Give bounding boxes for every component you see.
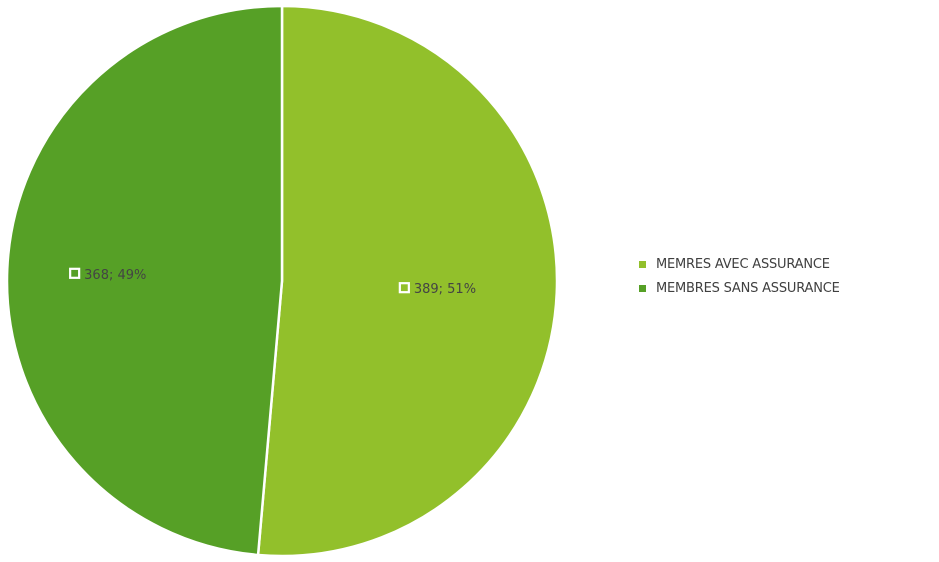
legend-item-membres-sans-assurance: MEMBRES SANS ASSURANCE [639,276,840,300]
pie-slice-0 [256,4,559,558]
data-label-text-0: 389; 51% [414,282,476,297]
legend-swatch-sans-assurance [639,284,646,292]
data-label-1: 368; 49% [69,267,146,283]
legend-swatch-avec-assurance [639,260,646,268]
data-label-marker-0 [398,282,410,294]
legend-item-memres-avec-assurance: MEMRES AVEC ASSURANCE [639,252,840,276]
legend: MEMRES AVEC ASSURANCE MEMBRES SANS ASSUR… [639,252,840,300]
data-label-text-1: 368; 49% [84,268,146,283]
legend-label-sans-assurance: MEMBRES SANS ASSURANCE [656,280,840,296]
data-label-marker-1 [69,267,81,279]
pie-slice-1 [5,4,284,557]
legend-label-avec-assurance: MEMRES AVEC ASSURANCE [656,256,830,272]
data-label-0: 389; 51% [398,282,476,297]
